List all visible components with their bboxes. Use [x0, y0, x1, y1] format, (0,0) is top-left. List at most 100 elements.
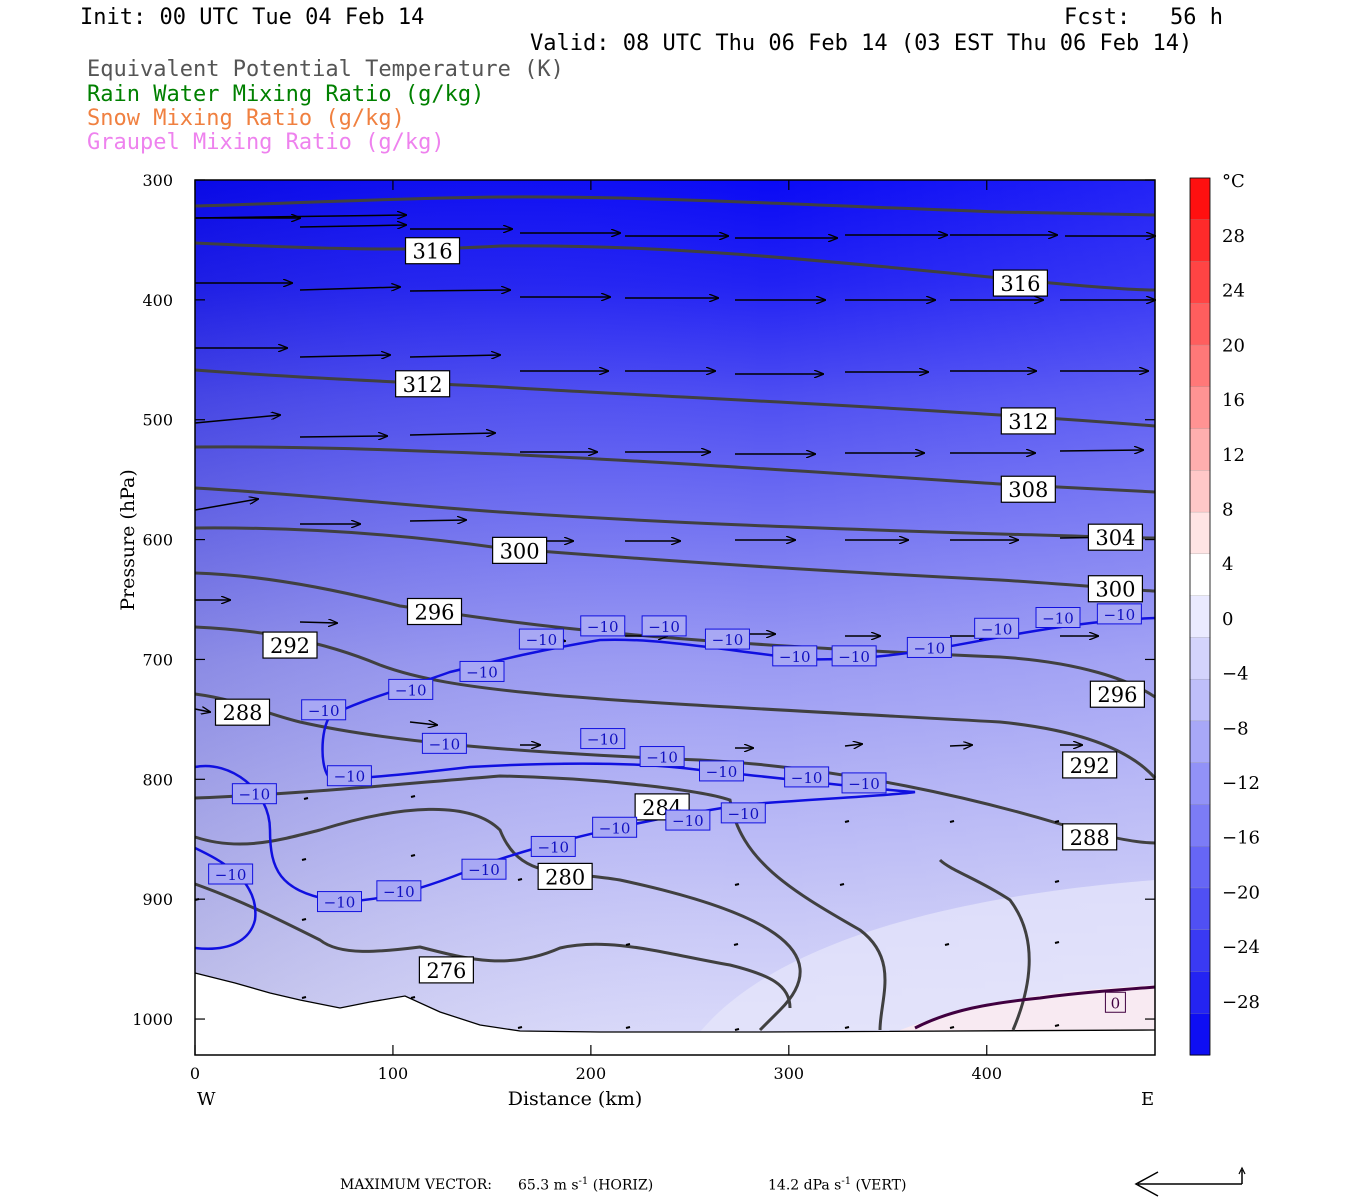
theta-e-label-text: 276 — [426, 959, 466, 983]
wind-vector — [410, 854, 416, 857]
temperature-label-box — [699, 760, 745, 782]
temperature-label-text: −10 — [1104, 606, 1136, 624]
legend-snow: Snow Mixing Ratio (g/kg) — [87, 106, 405, 131]
wind-vector — [1054, 941, 1060, 944]
wind-vector — [1054, 820, 1060, 823]
wind-vector — [299, 355, 390, 357]
temperature-label-box — [720, 802, 766, 824]
theta-e-contour — [194, 807, 802, 1032]
temperature-label-text: −10 — [914, 639, 946, 657]
wind-vector — [949, 745, 972, 746]
colorbar-swatch — [1189, 720, 1211, 764]
temperature-label: −10 — [641, 615, 687, 637]
temperature-label-text: −10 — [1042, 610, 1074, 628]
zero-degree-contour — [914, 985, 1156, 1030]
temperature-label-text: 0 — [1111, 994, 1121, 1012]
theta-e-contours — [194, 195, 1157, 1032]
colorbar-swatch — [1189, 637, 1211, 680]
vert-value: 14.2 dPa s — [768, 1177, 842, 1194]
colorbar-swatch — [1189, 804, 1211, 847]
colorbar-tick-label: 28 — [1222, 226, 1245, 247]
theta-e-label: 300 — [1087, 575, 1144, 603]
temperature-label: −10 — [208, 863, 254, 885]
theta-e-contour — [194, 368, 1156, 428]
wind-vector — [839, 883, 845, 886]
vert-unit: (VERT) — [851, 1177, 907, 1194]
theta-e-label: 288 — [1062, 823, 1118, 851]
max-vector-vert: 14.2 dPa s-1 (VERT) — [768, 1176, 906, 1194]
temperature-label-text: −10 — [526, 631, 558, 649]
temperature-label-box — [208, 863, 254, 885]
temperature-label-text: −10 — [383, 883, 415, 901]
temperature-label-box — [665, 809, 711, 831]
wind-vector — [299, 436, 387, 437]
colorbar-swatch — [1189, 846, 1211, 889]
temperature-label-text: −10 — [848, 775, 880, 793]
colorbar-swatch — [1189, 971, 1211, 1014]
theta-e-contour — [194, 195, 1156, 217]
wind-vector — [625, 1026, 631, 1029]
legend-theta-e: Equivalent Potential Temperature (K) — [87, 57, 564, 82]
theta-e-label-text: 316 — [412, 240, 452, 264]
temperature-label: −10 — [1096, 603, 1142, 625]
theta-e-label-box — [492, 536, 548, 564]
wind-vector — [517, 1026, 523, 1029]
theta-e-label: 296 — [406, 597, 463, 626]
temperature-label-box — [459, 660, 505, 682]
horiz-unit: (HORIZ) — [588, 1177, 654, 1194]
wind-vector — [1054, 880, 1060, 883]
theta-e-label-box — [1000, 475, 1056, 503]
temperature-label-text: −10 — [587, 618, 619, 636]
temperature-label: 0 — [1104, 991, 1126, 1013]
temperature-label-text: −10 — [646, 749, 678, 767]
valid-time: Valid: 08 UTC Thu 06 Feb 14 (03 EST Thu … — [530, 31, 1193, 56]
temperature-label: −10 — [388, 678, 434, 700]
temperature-label: −10 — [326, 765, 372, 787]
temperature-label: −10 — [459, 660, 505, 682]
colorbar-swatch — [1189, 762, 1211, 806]
theta-e-label-box — [418, 956, 474, 984]
colorbar: °C 28 24 20 16 12 8 4 0 −4 −8 −12 −16 −20 −24 −28 — [1189, 171, 1260, 1056]
colorbar-swatch — [1189, 595, 1211, 639]
temperature-label-text: −10 — [981, 620, 1013, 638]
temperature-label-box — [639, 746, 685, 768]
temperature-label-box — [772, 645, 818, 667]
colorbar-swatch — [1189, 678, 1211, 722]
temperature-label: −10 — [518, 628, 564, 650]
temperature-label: −10 — [580, 728, 626, 750]
theta-e-label-box — [992, 269, 1049, 297]
y-tick-label: 400 — [142, 291, 173, 310]
temperature-label-box — [1104, 991, 1126, 1013]
temperature-label-box — [316, 891, 362, 913]
wind-vector — [844, 820, 850, 823]
theta-e-label: 288 — [214, 698, 271, 726]
temperature-label-text: −10 — [779, 648, 811, 666]
colorbar-tick-label: 12 — [1222, 445, 1245, 466]
temperature-label: −10 — [316, 891, 362, 913]
theta-e-label-box — [406, 597, 463, 626]
temperature-label: −10 — [841, 772, 887, 794]
wind-vector — [299, 622, 337, 623]
temperature-label: −10 — [906, 636, 952, 658]
temperature-label-box — [580, 615, 626, 637]
wind-vector — [844, 744, 862, 746]
temperature-labels: −10 −10 −10 −10 −10 −10 −10 −10 −10 −10 −10 −10 −10 −… — [208, 603, 1142, 1013]
colorbar-swatch — [1189, 303, 1211, 346]
x-tick-label: 0 — [190, 1064, 200, 1083]
theta-e-label: 296 — [1089, 680, 1145, 708]
colorbar-frame — [1189, 177, 1211, 1056]
theta-e-label-text: 288 — [1070, 826, 1110, 850]
colorbar-tick-label: −24 — [1222, 937, 1260, 958]
theta-e-label: 292 — [262, 631, 318, 659]
temperature-label: −10 — [231, 783, 277, 805]
theta-e-label: 312 — [395, 370, 451, 398]
temperature-label-box — [592, 816, 638, 838]
plot-frame — [194, 179, 1156, 1056]
temperature-label: −10 — [720, 802, 766, 824]
theta-e-label-text: 288 — [222, 701, 262, 725]
temperature-label: −10 — [772, 645, 818, 667]
y-tick-label: 300 — [142, 171, 173, 190]
wind-vector — [625, 943, 631, 946]
theta-e-contour — [194, 526, 1156, 593]
colorbar-tick-label: −12 — [1222, 773, 1260, 794]
